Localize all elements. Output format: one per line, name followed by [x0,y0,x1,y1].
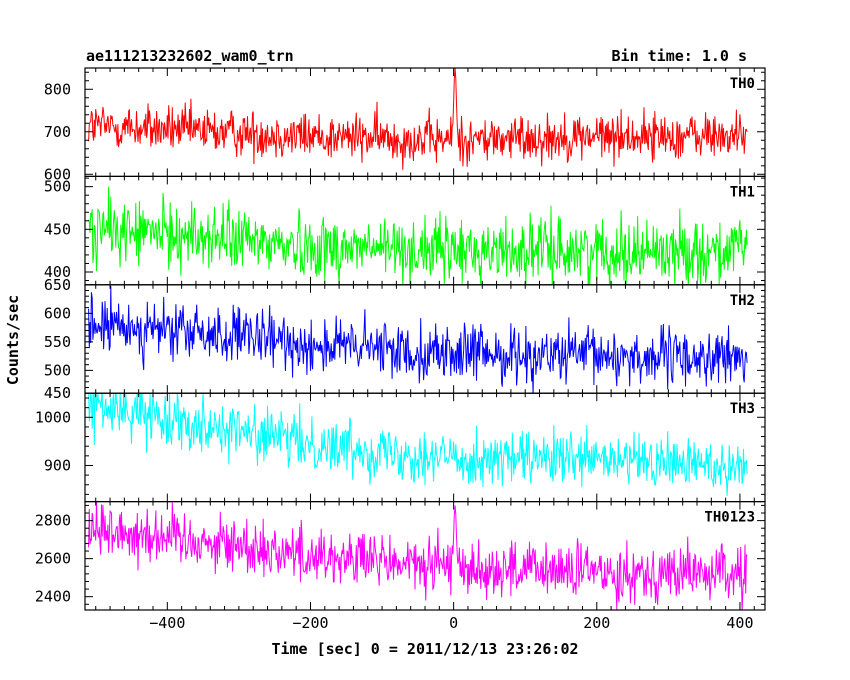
series-line-th2 [88,285,748,394]
x-tick-label: −200 [292,614,328,632]
panel-label-th2: TH2 [730,293,755,309]
y-tick-label: 450 [44,220,71,238]
y-tick-label: 650 [44,276,71,294]
y-tick-label: 1000 [35,408,71,426]
y-tick-label: 900 [44,456,71,474]
chart-title: ae111213232602_wam0_trn [86,47,294,65]
y-tick-label: 450 [44,384,71,402]
series-line-th1 [88,186,748,285]
panel-label-th1: TH1 [730,184,755,200]
x-tick-label: 0 [449,614,458,632]
x-tick-label: 200 [583,614,610,632]
y-tick-label: 2600 [35,550,71,568]
series-traces [88,68,748,611]
y-tick-label: 500 [44,361,71,379]
panel-frame-th0123 [84,501,766,611]
axis-labels: 600 700 800 TH0 400 450 500 TH1 500 550 600 650 TH2 9… [35,76,755,632]
bin-time-label: Bin time: 1.0 s [612,47,747,65]
y-tick-label: 2400 [35,588,71,606]
axis-ticks [85,68,765,610]
x-axis-label: Time [sec] 0 = 2011/12/13 23:26:02 [271,640,578,658]
y-tick-label: 500 [44,178,71,196]
x-tick-label: 400 [726,614,753,632]
series-line-th0 [88,68,748,170]
series-line-th3 [88,393,748,496]
y-tick-label: 2800 [35,512,71,530]
y-tick-label: 400 [44,263,71,281]
y-tick-label: 600 [44,304,71,322]
panel-label-th0123: TH0123 [704,510,755,526]
y-tick-label: 700 [44,123,71,141]
x-tick-label: −400 [149,614,185,632]
y-tick-label: 550 [44,333,71,351]
panel-label-th0: TH0 [730,76,755,92]
panel-label-th3: TH3 [730,401,755,417]
y-axis-label: Counts/sec [4,295,22,385]
y-tick-label: 800 [44,80,71,98]
y-tick-label: 600 [44,165,71,183]
series-line-th0123 [88,501,748,611]
